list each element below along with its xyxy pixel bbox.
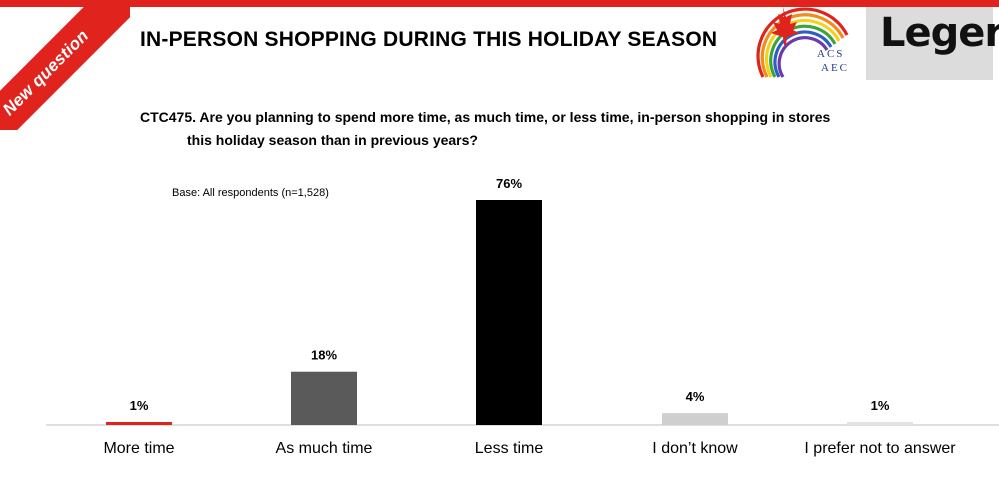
data-label-3: 4% (686, 389, 705, 404)
page-title: IN-PERSON SHOPPING DURING THIS HOLIDAY S… (140, 28, 718, 51)
acs-logo-line2: AEC (821, 62, 849, 74)
acs-logo-line1: ACS (817, 48, 844, 60)
question-text: CTC475. Are you planning to spend more t… (140, 106, 830, 152)
data-label-4: 1% (871, 398, 890, 413)
base-note: Base: All respondents (n=1,528) (172, 187, 329, 199)
data-label-1: 18% (311, 348, 337, 363)
question-line-2: this holiday season than in previous yea… (187, 132, 478, 148)
leger-logo: Leger (866, 7, 999, 80)
category-label-2: Less time (475, 440, 544, 457)
leger-logo-text: Leger (880, 10, 999, 56)
bar-2 (476, 200, 542, 425)
category-label-3: I don’t know (652, 440, 738, 457)
category-label-1: As much time (276, 440, 373, 457)
data-label-0: 1% (130, 398, 149, 413)
data-label-2: 76% (496, 176, 522, 191)
category-label-4: I prefer not to answer (804, 440, 956, 457)
acs-logo: ACS AEC (756, 7, 849, 78)
question-line-1: CTC475. Are you planning to spend more t… (140, 109, 831, 125)
category-label-0: More time (103, 440, 174, 457)
bar-1 (291, 371, 357, 425)
top-accent-bar (0, 0, 999, 7)
bar-0 (106, 422, 172, 425)
maple-leaf-icon (771, 7, 799, 45)
bar-3 (662, 413, 728, 425)
bar-4 (847, 422, 913, 425)
